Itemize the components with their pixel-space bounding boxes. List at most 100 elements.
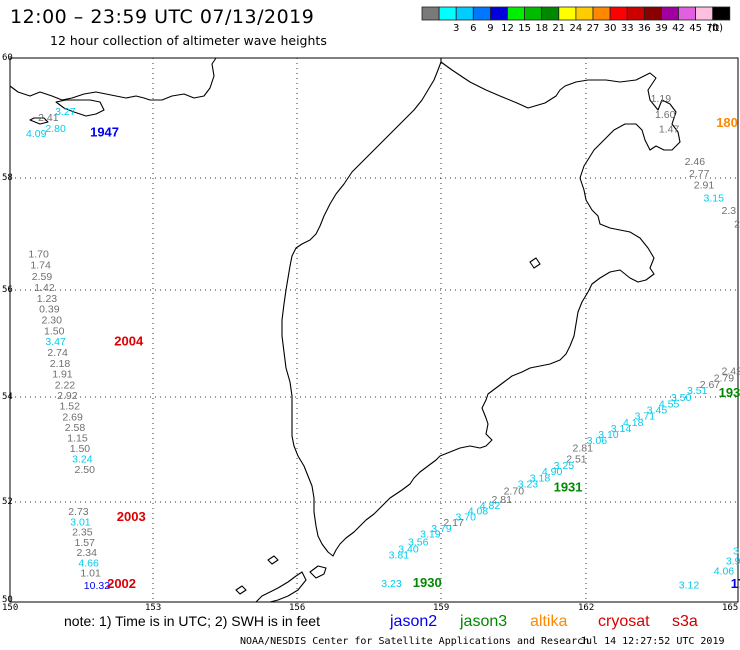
wave-height-value: 3.18 [530, 473, 551, 485]
wave-height-value: 3.40 [398, 544, 419, 556]
wave-height-value: 2.3 [722, 205, 737, 217]
wave-height-value: 2.79 [714, 373, 735, 385]
legend-tick-label: 39 [655, 23, 668, 34]
legend-swatch [507, 6, 526, 21]
wave-height-value: 1.60 [655, 109, 676, 121]
satellite-cryosat-label: cryosat [598, 613, 650, 630]
wave-height-value: 4.06 [714, 566, 735, 578]
legend-tick-label: 18 [535, 23, 548, 34]
wave-height-value: 2.30 [42, 315, 63, 327]
wave-height-value: 2.74 [47, 347, 68, 359]
wave-height-value: 1.74 [30, 260, 51, 272]
wave-height-value: 3.71 [635, 411, 656, 423]
pass-time-label: 2003 [117, 509, 146, 524]
wave-height-value: 10.32 [84, 580, 110, 592]
legend-swatch [455, 6, 474, 21]
wave-height-value: 2.70 [504, 486, 525, 498]
graticule [10, 58, 738, 602]
wave-height-value: 3.23 [381, 578, 402, 590]
color-scale-legend: 3 6 9 12 15 18 21 24 27 30 33 36 39 42 45 70 [421, 6, 731, 34]
wave-height-value: 3.56 [408, 537, 429, 549]
altimeter-observations: 3.272.412.804.09 1.19 1.60 1.47 2.462.772.91… [26, 93, 740, 592]
wave-height-value: 4.66 [78, 558, 99, 570]
wave-height-value: 3.98 [726, 556, 740, 568]
footer-timestamp: Jul 14 12:27:52 UTC 2019 [580, 636, 725, 647]
wave-height-value: 4.08 [468, 506, 489, 518]
satellite-jason3-label: jason3 [459, 613, 507, 630]
satellite-jason2-label: jason2 [389, 613, 437, 630]
wave-height-value: 1.70 [28, 249, 49, 261]
legend-unit-label: (ft) [708, 23, 723, 34]
wave-height-value: 2.42 [722, 366, 740, 378]
wave-height-value: 2.81 [573, 443, 594, 455]
lon-label: 159 [433, 603, 449, 613]
wave-height-value: 1.23 [37, 293, 58, 305]
lon-label: 153 [145, 603, 161, 613]
pass-time-label: 180 [716, 115, 738, 130]
legend-tick-label: 33 [621, 23, 634, 34]
legend-swatch [643, 6, 662, 21]
wave-height-value: 2. [734, 218, 740, 230]
wave-height-value: 3.47 [45, 336, 66, 348]
longitude-labels: 150 153 156 159 162 165 [2, 603, 738, 613]
wave-height-value: 1.52 [60, 401, 81, 413]
legend-tick-label: 36 [638, 23, 651, 34]
wave-height-value: 3.50 [671, 392, 692, 404]
pass-time-label: 1930 [413, 575, 442, 590]
legend-swatch [524, 6, 543, 21]
wave-height-value: 2.77 [689, 168, 710, 180]
lat-label: 60 [2, 53, 13, 63]
lat-label: 50 [2, 595, 13, 605]
magadan-coastline [9, 57, 217, 101]
wave-height-value: 2.69 [62, 412, 83, 424]
onekotan-island [267, 555, 279, 565]
pass-labels: 1947 180 2004 2003 2002 193 1931 1930 17 [90, 115, 740, 591]
wave-height-value: 4.82 [480, 500, 501, 512]
wave-height-value: 1.57 [75, 537, 96, 549]
page-subtitle: 12 hour collection of altimeter wave hei… [50, 33, 327, 48]
wave-height-value: 2.59 [32, 271, 53, 283]
footer-credit: NOAA/NESDIS Center for Satellite Applica… [240, 636, 589, 647]
karaginsky-islet [529, 257, 541, 269]
legend-swatch [421, 6, 440, 21]
legend-swatch [558, 6, 577, 21]
wave-height-value: 3.14 [611, 423, 632, 435]
pass-time-label: 193 [719, 385, 740, 400]
wave-height-value: 1.50 [44, 325, 65, 337]
lat-label: 54 [2, 392, 13, 402]
legend-swatch [626, 6, 645, 21]
coastlines [9, 57, 681, 603]
map-frame [9, 57, 739, 603]
satellite-altika-label: altika [530, 613, 567, 630]
wave-height-value: 3.27 [55, 106, 76, 118]
lat-label: 58 [2, 173, 13, 183]
wave-height-value: 3.10 [598, 429, 619, 441]
satellite-s3a-label: s3a [672, 613, 698, 630]
legend-tick-label: 45 [689, 23, 702, 34]
legend-swatch [592, 6, 611, 21]
wave-height-value: 1.50 [70, 443, 91, 455]
wave-height-value: 2.92 [57, 390, 78, 402]
shantar-islet [29, 117, 49, 125]
koni-peninsula [55, 99, 105, 117]
wave-height-value: 3.70 [456, 512, 477, 524]
legend-tick-label: 30 [604, 23, 617, 34]
latitude-labels: 60 58 56 54 52 50 [2, 53, 13, 605]
pass-time-label: 17 [731, 576, 740, 591]
wave-height-value: 1.47 [659, 123, 680, 135]
kamchatka-coastline [281, 58, 681, 557]
lon-label: 156 [289, 603, 305, 613]
wave-height-value: 3.25 [554, 460, 575, 472]
lon-label: 165 [722, 603, 738, 613]
wave-height-value: 2.18 [50, 358, 71, 370]
legend-tick-label: 21 [552, 23, 565, 34]
makanrushi-island [235, 585, 247, 595]
wave-height-value: 2.35 [72, 527, 93, 539]
wave-height-value: 3.01 [70, 517, 91, 529]
wave-height-value: 4.90 [542, 466, 563, 478]
wave-height-value: 3.19 [420, 529, 441, 541]
wave-height-value: 3.23 [518, 478, 539, 490]
wave-height-value: 1.01 [80, 568, 101, 580]
wave-height-value: 2.46 [685, 156, 706, 168]
